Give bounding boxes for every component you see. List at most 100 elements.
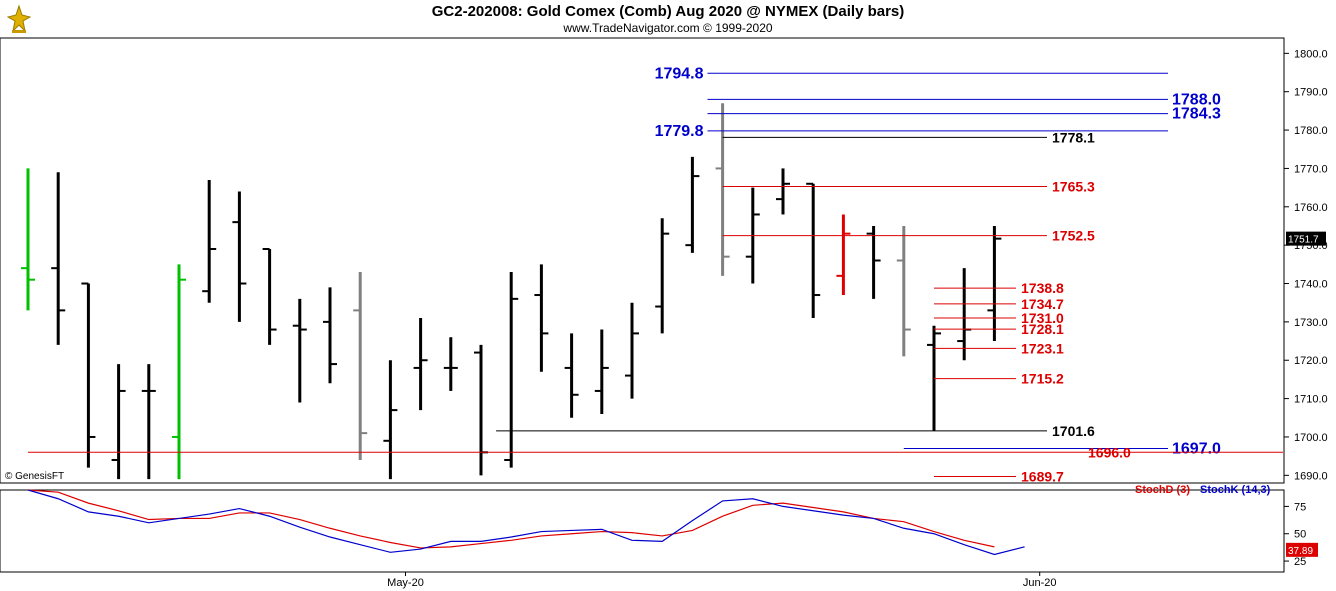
stoch-legend-label: StochD (3)	[1135, 484, 1190, 496]
stoch-tick-label: 50	[1294, 529, 1306, 541]
ohlc-bar	[111, 364, 126, 480]
ohlc-bar	[625, 302, 639, 399]
chart-title: GC2-202008: Gold Comex (Comb) Aug 2020 @…	[431, 3, 905, 20]
ohlc-bar	[262, 247, 277, 345]
price-level-label: 1715.2	[1021, 371, 1064, 387]
price-level: 1788.0	[707, 91, 1221, 108]
price-level-label: 1696.0	[1088, 444, 1131, 460]
y-tick-label: 1740.0	[1294, 279, 1328, 291]
y-tick-label: 1720.0	[1294, 355, 1328, 367]
ohlc-bar	[655, 218, 670, 334]
stochastic-panel: 25 50 75 StochD (3) StochK (14,3) 37.89	[27, 484, 1318, 568]
price-level-label: 1689.7	[1021, 468, 1064, 484]
ohlc-bar	[383, 360, 398, 480]
chart-header: GC2-202008: Gold Comex (Comb) Aug 2020 @…	[0, 0, 1336, 38]
y-tick-label: 1770.0	[1294, 163, 1328, 175]
ohlc-bar	[685, 156, 700, 253]
price-level: 1731.0	[934, 310, 1064, 326]
price-level-label: 1784.3	[1172, 106, 1221, 123]
ohlc-bar	[504, 272, 519, 468]
y-tick-label: 1760.0	[1294, 202, 1328, 214]
watermark: © GenesisFT	[5, 471, 64, 482]
ohlc-bar	[443, 337, 458, 391]
y-tick-label: 1730.0	[1294, 317, 1328, 329]
y-tick-label: 1710.0	[1294, 394, 1328, 406]
price-panel-frame	[0, 37, 1285, 484]
price-level-label: 1738.8	[1021, 280, 1064, 296]
price-level-label: 1778.1	[1052, 129, 1095, 145]
price-level: 1696.0	[28, 444, 1283, 460]
last-price-box	[1286, 231, 1326, 246]
price-level: 1778.1	[722, 129, 1095, 145]
stoch-tick-label: 75	[1294, 501, 1306, 513]
logo-icon	[4, 3, 34, 35]
stoch-legend-label: StochK (14,3)	[1200, 484, 1271, 496]
ohlc-bar	[594, 329, 609, 414]
ohlc-bar	[957, 268, 972, 361]
stoch-last-box	[1286, 542, 1318, 557]
price-level: 1697.0	[903, 440, 1221, 457]
x-tick-label: May-20	[387, 577, 424, 589]
ohlc-bar	[141, 364, 156, 480]
ohlc-bar	[413, 318, 428, 411]
ohlc-bar	[776, 168, 790, 215]
price-level-label: 1697.0	[1172, 440, 1221, 457]
price-level: 1765.3	[722, 178, 1095, 194]
price-level: 1752.5	[722, 228, 1095, 244]
price-level: 1738.8	[934, 280, 1064, 296]
price-level-label: 1734.7	[1021, 296, 1064, 312]
stoch-tick-label: 25	[1294, 556, 1306, 568]
ohlc-bar	[896, 225, 911, 357]
ohlc-bar	[353, 272, 368, 460]
price-level: 1734.7	[934, 296, 1064, 312]
price-level-label: 1794.8	[655, 65, 704, 82]
price-level-label: 1731.0	[1021, 310, 1064, 326]
ohlc-bar	[21, 168, 35, 311]
ohlc-bar	[474, 344, 488, 476]
price-level: 1701.6	[496, 423, 1095, 439]
stoch-last-label: 37.89	[1288, 546, 1313, 557]
price-level-label: 1701.6	[1052, 423, 1095, 439]
y-tick-label: 1690.0	[1294, 470, 1328, 482]
ohlc-bar	[292, 298, 307, 403]
ohlc-bar	[715, 103, 730, 276]
chart-frame	[0, 37, 1285, 573]
price-level: 1779.8	[655, 123, 1168, 140]
chart-subtitle: www.TradeNavigator.com © 1999-2020	[563, 21, 773, 35]
y-tick-label: 1790.0	[1294, 87, 1328, 99]
ohlc-bar	[564, 333, 579, 418]
price-level-label: 1752.5	[1052, 228, 1095, 244]
stoch-series-line	[27, 489, 995, 549]
y-tick-label: 1780.0	[1294, 125, 1328, 137]
price-level: 1784.3	[707, 106, 1221, 123]
x-tick-label: Jun-20	[1023, 577, 1057, 589]
time-axis: May-20 Jun-20	[387, 572, 1057, 589]
price-level-label: 1788.0	[1172, 91, 1221, 108]
price-level-label: 1728.1	[1021, 321, 1064, 337]
price-bars	[21, 103, 1002, 480]
price-level: 1715.2	[934, 371, 1064, 387]
ohlc-bar	[534, 264, 549, 372]
price-axis: 1690.01700.01710.01720.01730.01740.01750…	[1284, 48, 1328, 482]
price-level: 1794.8	[655, 65, 1168, 82]
ohlc-bar	[51, 172, 66, 345]
last-price-label: 1751.7	[1288, 235, 1319, 246]
price-level-label: 1779.8	[655, 123, 704, 140]
price-level: 1689.7	[934, 468, 1064, 484]
price-level: 1723.1	[934, 340, 1064, 356]
ohlc-bar	[836, 214, 851, 296]
stoch-panel-frame	[0, 489, 1285, 573]
stoch-series-line	[27, 489, 1025, 556]
ohlc-bar	[323, 287, 337, 384]
y-tick-label: 1800.0	[1294, 48, 1328, 60]
ohlc-bar	[232, 191, 247, 322]
ohlc-bar	[866, 225, 881, 299]
price-level: 1728.1	[934, 321, 1064, 337]
price-level-label: 1765.3	[1052, 178, 1095, 194]
ohlc-bar	[806, 182, 821, 319]
ohlc-bar	[987, 225, 1002, 342]
ohlc-bar	[81, 282, 96, 468]
price-level-label: 1723.1	[1021, 340, 1064, 356]
